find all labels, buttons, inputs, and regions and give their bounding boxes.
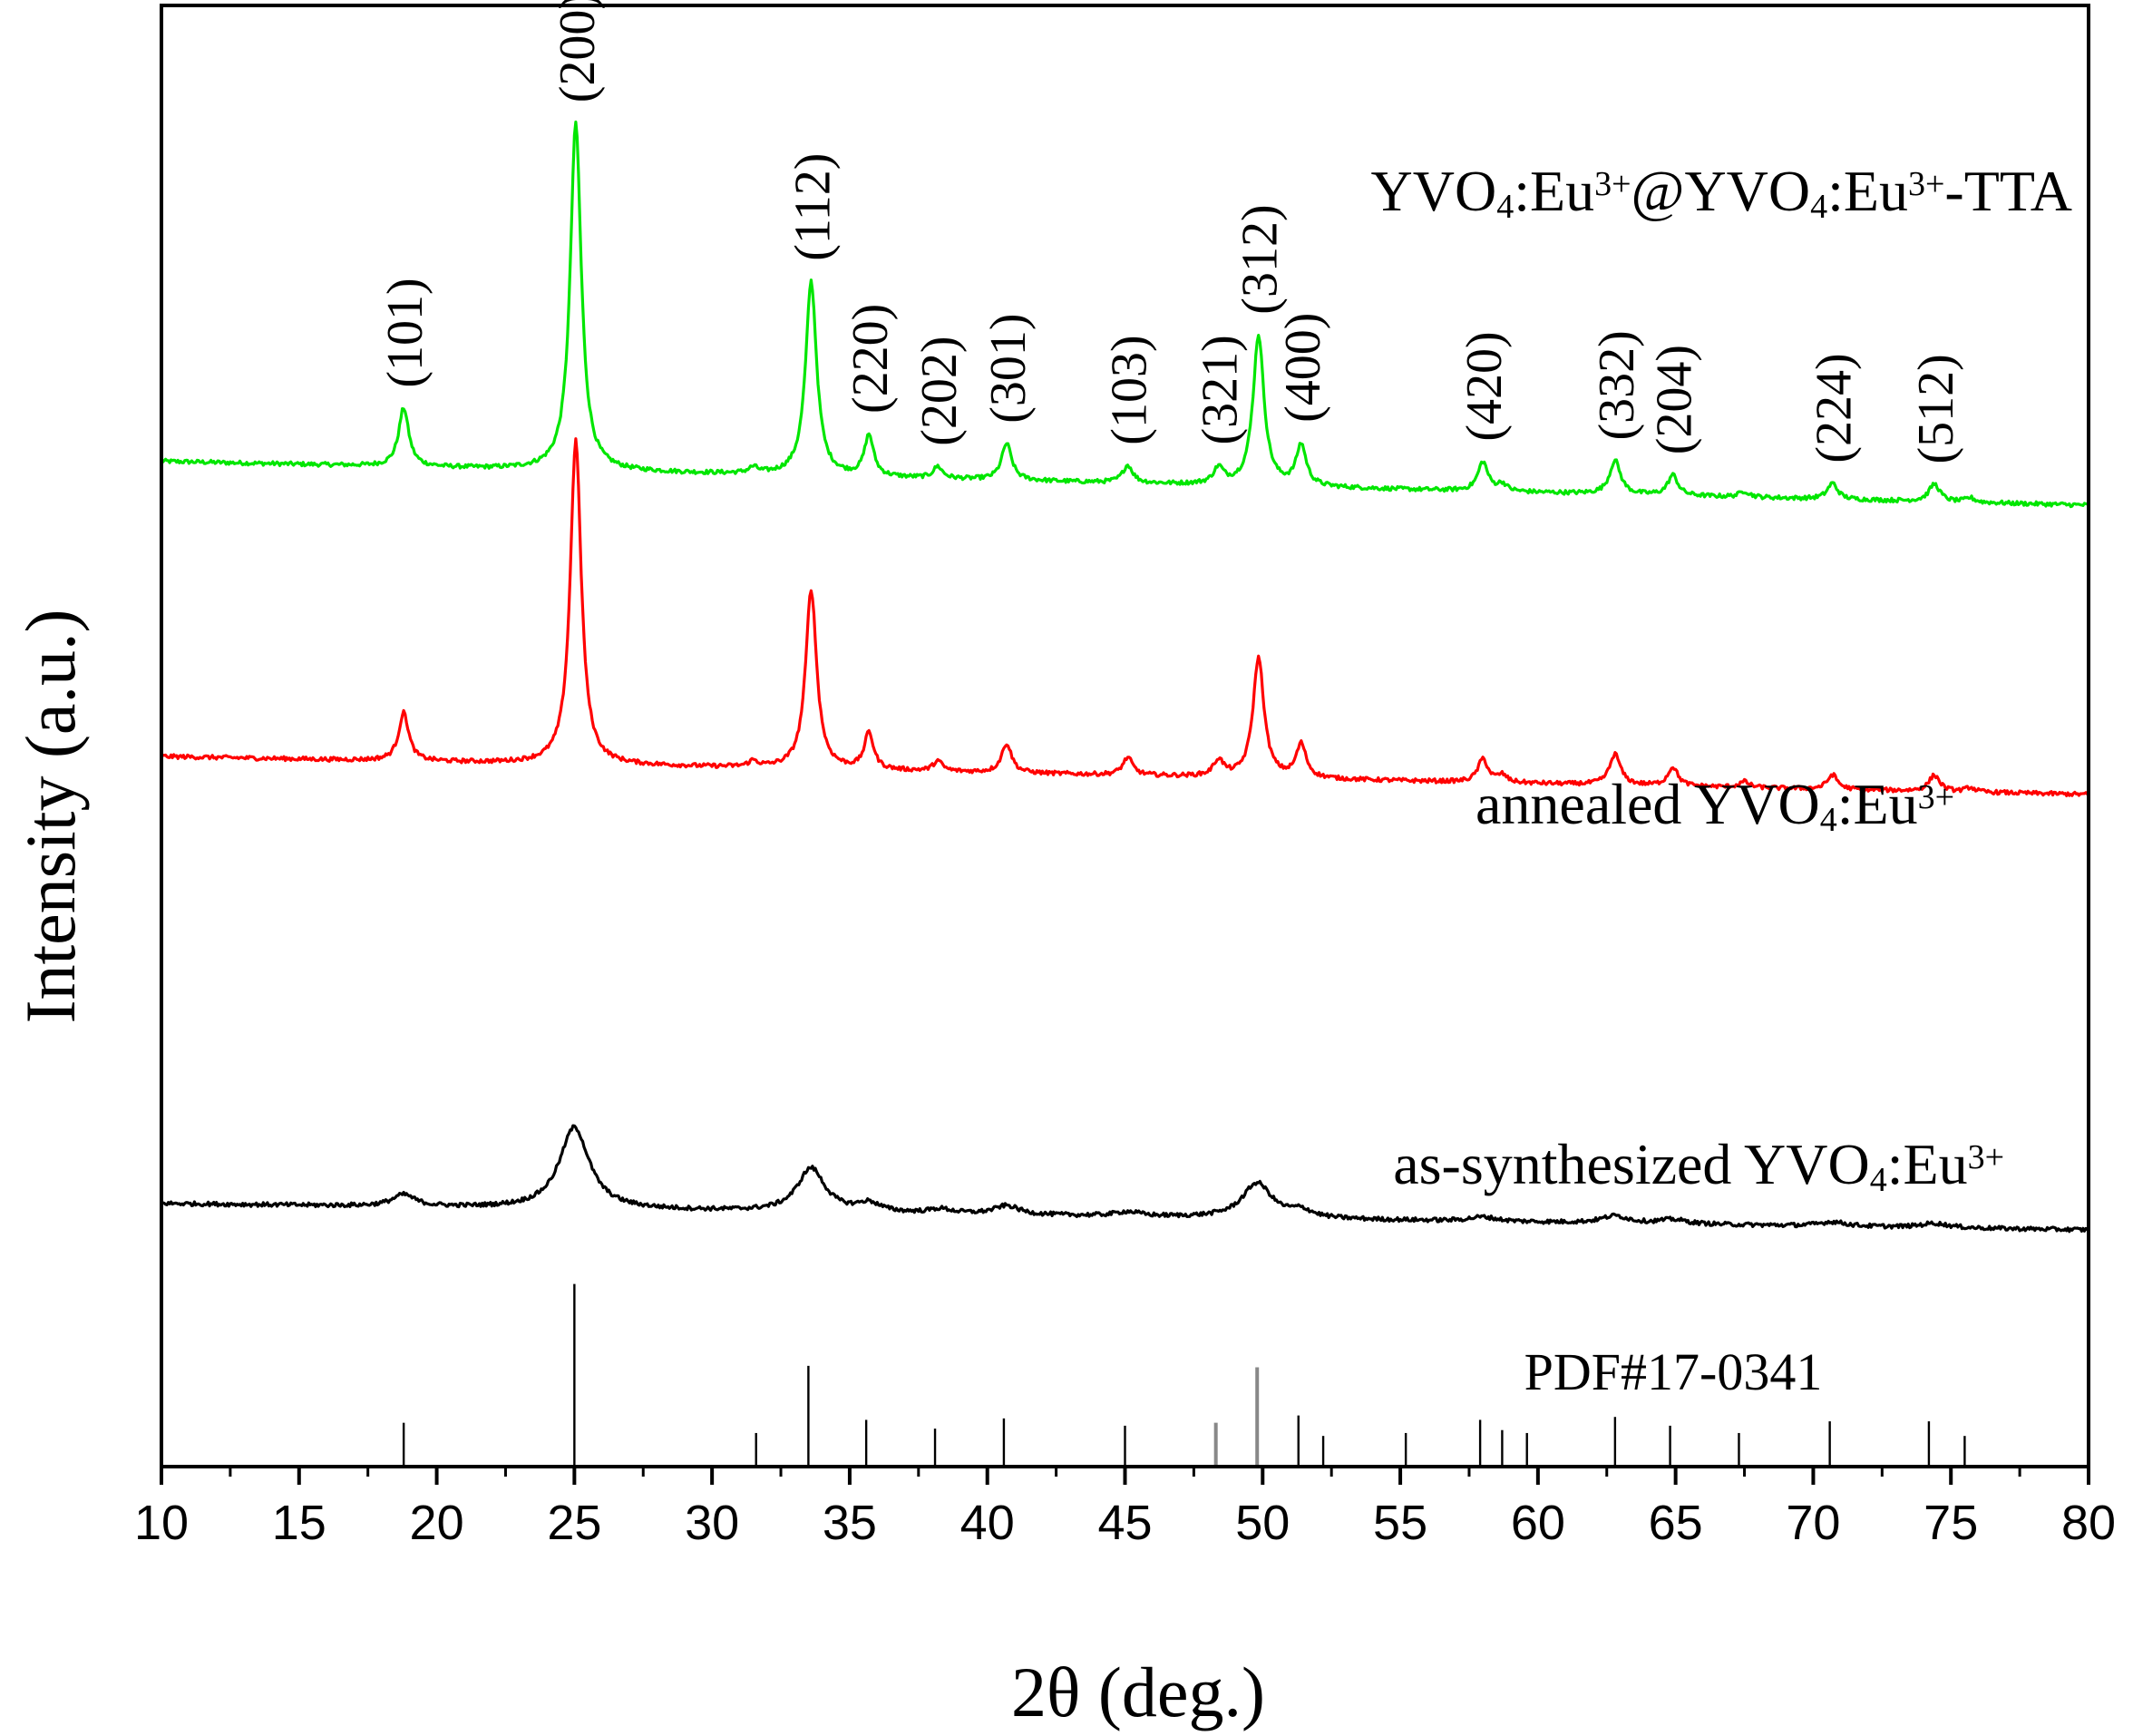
y-axis-label: Intensity (a.u.) bbox=[11, 609, 90, 1023]
peak-label: (103) bbox=[1102, 335, 1158, 444]
peak-label: (200) bbox=[550, 0, 606, 102]
peak-label: (400) bbox=[1275, 313, 1331, 423]
series-line-2 bbox=[161, 1124, 2090, 1234]
peak-label: (512) bbox=[1908, 354, 1964, 463]
x-tick-label: 10 bbox=[134, 1496, 189, 1550]
series-label-0: YVO4:Eu3+@YVO4:Eu3+-TTA bbox=[1371, 159, 2072, 226]
peak-label: (220) bbox=[842, 304, 899, 414]
x-axis-label: 2θ (deg.) bbox=[1011, 1653, 1265, 1731]
series-line-0 bbox=[160, 120, 2089, 509]
axes-box bbox=[160, 4, 2090, 1468]
peak-label: (321) bbox=[1193, 335, 1249, 444]
x-tick-label: 30 bbox=[685, 1496, 739, 1550]
peak-label: (224) bbox=[1807, 353, 1863, 463]
series-labels: YVO4:Eu3+@YVO4:Eu3+-TTA annealed YVO4:Eu3… bbox=[1371, 159, 2072, 1199]
x-tick-label: 40 bbox=[960, 1496, 1015, 1550]
x-tick-label: 55 bbox=[1373, 1496, 1427, 1550]
peak-label: (101) bbox=[377, 278, 433, 387]
x-tick-label: 50 bbox=[1235, 1496, 1290, 1550]
x-tick-label: 15 bbox=[272, 1496, 326, 1550]
reference-label: PDF#17-0341 bbox=[1524, 1342, 1823, 1401]
peak-label: (312) bbox=[1232, 204, 1289, 314]
x-tick-label: 80 bbox=[2061, 1496, 2116, 1550]
series-line-1 bbox=[160, 437, 2089, 798]
x-tick-label: 45 bbox=[1097, 1496, 1152, 1550]
series-label-1: annealed YVO4:Eu3+ bbox=[1476, 772, 1954, 839]
plot-area bbox=[160, 120, 2090, 1234]
series-label-2: as-synthesized YVO4:Eu3+ bbox=[1393, 1132, 2004, 1199]
peak-annotations: (101) (200) (112)(220) (202) (301) (103) (321)… bbox=[377, 0, 1964, 464]
x-tick-label: 75 bbox=[1924, 1496, 1978, 1550]
reference-pattern: PDF#17-0341 bbox=[402, 1283, 1966, 1467]
peak-label: (301) bbox=[980, 314, 1037, 424]
peak-label: (204) bbox=[1647, 345, 1703, 454]
x-tick-label: 65 bbox=[1649, 1496, 1703, 1550]
x-tick-label: 35 bbox=[823, 1496, 877, 1550]
x-axis: 10 15 20 25 30 35 40 45 50 55 60 65 70 75 80 bbox=[134, 1467, 2116, 1550]
peak-label: (420) bbox=[1456, 331, 1513, 441]
x-tick-label: 60 bbox=[1511, 1496, 1565, 1550]
plot-frame bbox=[160, 4, 2090, 1468]
x-tick-label: 20 bbox=[410, 1496, 464, 1550]
x-tick-label: 70 bbox=[1786, 1496, 1840, 1550]
peak-label: (202) bbox=[911, 336, 968, 446]
peak-label: (332) bbox=[1589, 330, 1645, 440]
x-tick-label: 25 bbox=[547, 1496, 601, 1550]
peak-label: (112) bbox=[784, 153, 841, 261]
